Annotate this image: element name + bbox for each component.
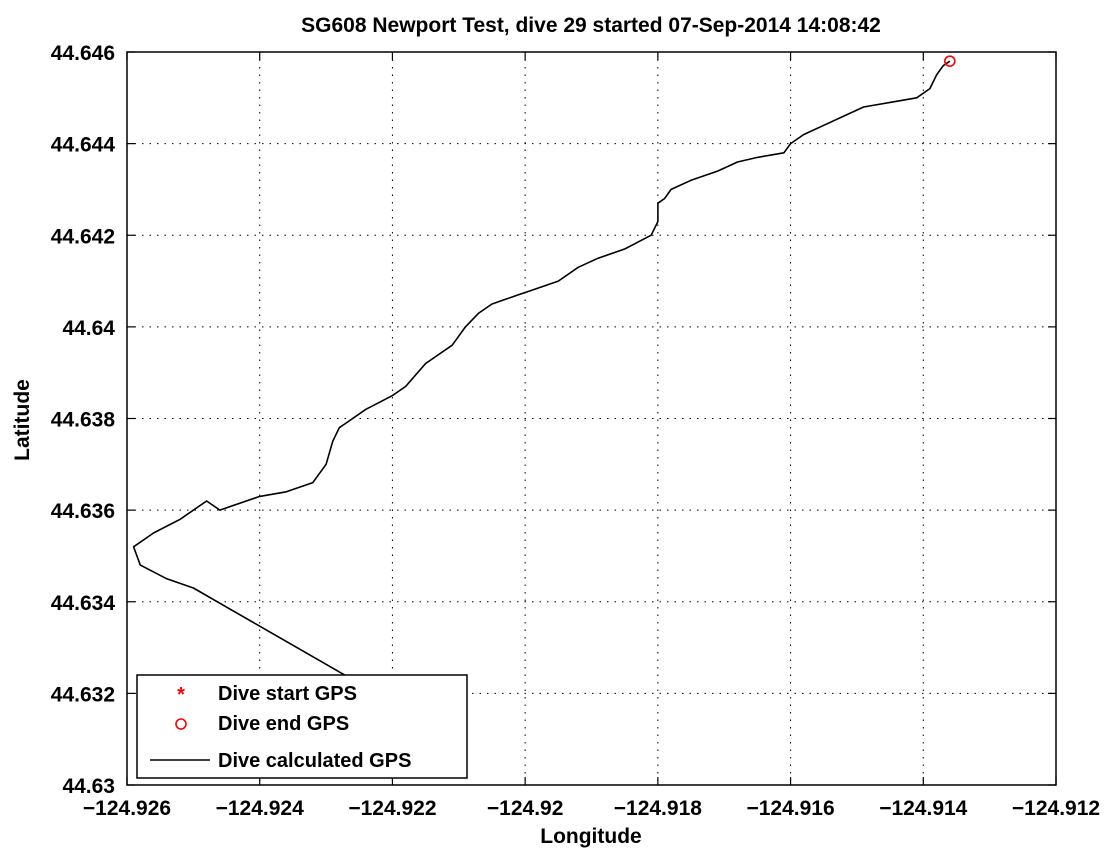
chart-title: SG608 Newport Test, dive 29 started 07-S… xyxy=(301,14,881,37)
x-tick-label: −124.918 xyxy=(614,797,702,820)
axis-ticks: −124.926 −124.924 −124.922 −124.92 −124.918 −… xyxy=(51,42,1100,820)
data-layer xyxy=(132,55,956,681)
dive-end-gps-marker xyxy=(944,55,956,67)
x-tick-label: −124.924 xyxy=(216,797,304,820)
legend-label-calculated: Dive calculated GPS xyxy=(218,750,411,772)
legend-box xyxy=(136,674,468,779)
y-tick-label: 44.63 xyxy=(62,775,115,798)
x-tick-label: −124.916 xyxy=(746,797,834,820)
legend-end-marker-icon xyxy=(175,718,187,730)
legend-label-end: Dive end GPS xyxy=(218,713,349,735)
y-tick-label: 44.636 xyxy=(51,500,115,523)
x-tick-label: −124.92 xyxy=(487,797,564,820)
series-line-dive-calculated-gps xyxy=(132,60,951,681)
y-tick-label: 44.638 xyxy=(51,409,116,432)
legend-label-start: Dive start GPS xyxy=(218,683,357,705)
y-tick-label: 44.642 xyxy=(51,225,115,248)
y-tick-label: 44.64 xyxy=(62,317,115,340)
y-tick-label: 44.646 xyxy=(51,42,115,65)
x-tick-label: −124.926 xyxy=(83,797,171,820)
x-tick-label: −124.922 xyxy=(348,797,436,820)
y-tick-label: 44.634 xyxy=(51,592,116,615)
x-tick-label: −124.912 xyxy=(1012,797,1100,820)
legend: * Dive start GPS Dive end GPS Dive calcu… xyxy=(136,674,468,779)
y-tick-label: 44.632 xyxy=(51,683,115,706)
legend-start-marker-icon: * xyxy=(177,684,185,706)
x-axis-label: Longitude xyxy=(540,825,641,848)
x-tick-label: −124.914 xyxy=(879,797,967,820)
y-tick-label: 44.644 xyxy=(51,134,116,157)
y-axis-label: Latitude xyxy=(11,379,34,461)
